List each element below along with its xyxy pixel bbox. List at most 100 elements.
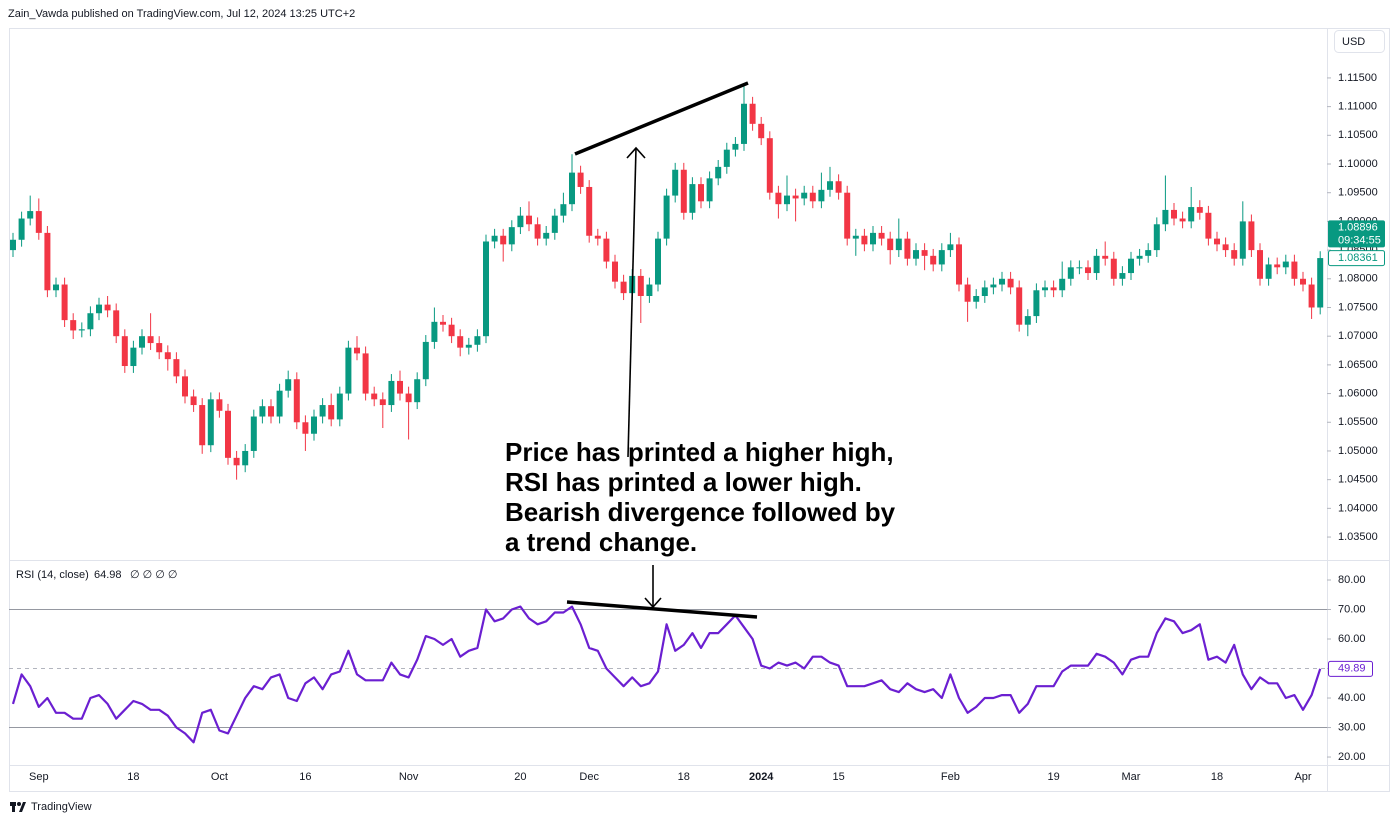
countdown: 09:34:55 [1338,234,1381,246]
y-tick-label: 30.00 [1338,721,1366,733]
candle-body [61,284,68,321]
rsi-legend-extras: ∅ ∅ ∅ ∅ [130,569,178,581]
candle-body [603,238,610,262]
candle-body [775,192,782,205]
candle-body [577,172,584,187]
axes: 1.03500 1.04000 1.04500 1.05000 1.05500 1.060… [29,72,1385,783]
candle-body [388,380,395,406]
candle-body [1119,273,1126,279]
candle-body [1050,287,1057,291]
annotation-text: Bearish divergence followed by [505,497,896,527]
candle-body [345,347,352,394]
y-tick-label: 1.11000 [1338,101,1377,113]
candle-body [1128,258,1134,274]
x-tick-label: 18 [678,771,690,783]
candle-body [173,359,180,377]
candle-body [397,380,403,394]
candle-body [1171,209,1177,219]
y-tick-label: 1.10500 [1338,129,1378,141]
candle-body [1076,267,1083,269]
rsi-line [11,605,1322,744]
candle-body [517,215,524,228]
arrow-up [627,147,637,458]
candle-body [569,172,575,205]
candle-body [1136,255,1143,259]
candle-body [113,310,120,337]
candle-body [216,399,223,411]
candle-body [422,341,429,380]
candle-body [87,313,94,330]
y-tick-label: 1.06000 [1338,387,1378,399]
candle-body [715,166,722,179]
candle-body [766,138,773,193]
candle-body [999,278,1005,285]
x-tick-label: Dec [579,771,599,783]
candle-body [852,235,859,239]
price-trendline [574,81,749,156]
candle-body [1145,250,1152,256]
candle-body [182,376,188,397]
rsi-value-tag [1328,660,1373,677]
rsi-trendline [566,600,758,619]
candle-body [947,244,954,251]
candle-body [1308,284,1315,308]
candle-body [655,238,661,285]
candle-body [672,169,679,196]
candle-body [508,227,515,245]
candle-body [1239,221,1246,259]
candle-body [259,406,266,417]
rsi-value: 49.89 [1338,663,1366,675]
candle-body [594,235,601,239]
candle-body [1248,221,1255,251]
candle-body [551,215,558,233]
candle-body [311,416,317,434]
candle-body [336,393,343,420]
candle-body [1102,255,1109,259]
candle-body [1179,218,1186,222]
candle-body [1093,255,1100,274]
candle-body [1205,212,1212,239]
x-tick-label: 15 [832,771,844,783]
candle-body [1033,290,1040,317]
candle-body [921,250,928,256]
candle-body [1188,207,1195,222]
candle-body [465,344,472,348]
candle-body [35,211,42,233]
candle-body [543,232,550,239]
currency-button[interactable] [1334,30,1385,53]
currency-label[interactable]: USD [1342,36,1365,48]
candle-body [1153,224,1160,251]
candle-body [534,224,541,239]
candle-body [809,192,816,202]
candle-body [156,343,163,353]
live-price: 1.08896 [1338,221,1378,233]
candle-body [698,184,704,202]
candle-body [637,275,644,297]
x-tick-label: 2024 [749,771,774,783]
candle-body [1265,264,1272,279]
candle-body [431,321,438,342]
candle-body [1214,238,1220,245]
y-tick-label: 1.03500 [1338,531,1378,543]
candle-body [1222,244,1229,251]
candle-body [1085,267,1091,274]
brand-name: TradingView [31,801,92,813]
candle-body [792,195,799,199]
candle-body [895,238,902,251]
y-tick-label: 1.10000 [1338,158,1378,170]
y-tick-label: 1.07000 [1338,330,1378,342]
x-tick-label: Mar [1122,771,1141,783]
y-tick-label: 1.05000 [1338,445,1378,457]
candle-body [835,181,842,193]
candle-body [319,405,326,417]
candle-body [448,324,455,337]
y-tick-label: 1.11500 [1338,72,1377,84]
candle-body [268,406,274,417]
candle-body [646,284,653,297]
x-tick-label: Apr [1294,771,1311,783]
candle-body [878,232,885,239]
candle-body [723,149,730,167]
candle-body [483,241,489,337]
candle-body [1059,278,1066,291]
